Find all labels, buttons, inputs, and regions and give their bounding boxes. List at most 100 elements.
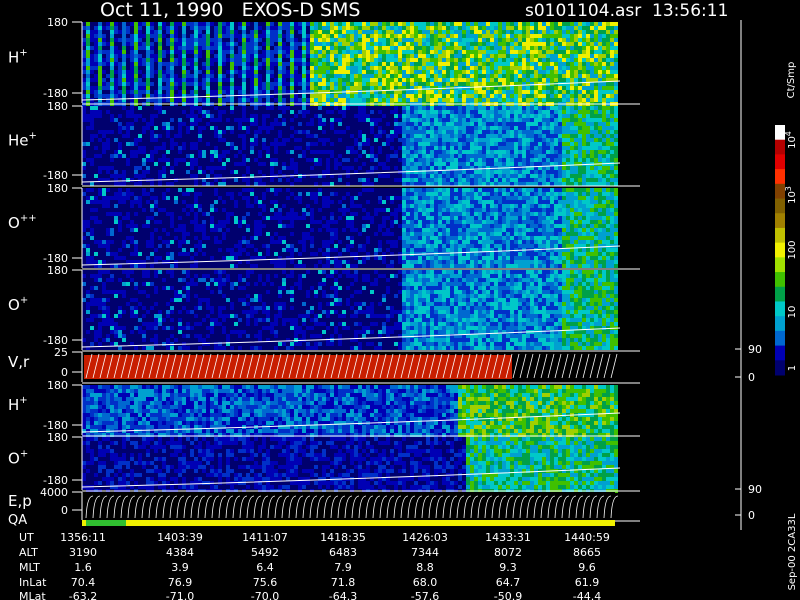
spectrogram-cell bbox=[358, 86, 362, 90]
spectrogram-cell bbox=[614, 70, 618, 74]
spectrogram-cell bbox=[598, 38, 602, 42]
spectrogram-cell bbox=[282, 86, 286, 90]
spectrogram-cell bbox=[298, 58, 302, 62]
spectrogram-cell bbox=[566, 126, 570, 130]
spectrogram-cell bbox=[602, 182, 606, 186]
spectrogram-cell bbox=[278, 114, 282, 118]
spectrogram-cell bbox=[506, 38, 510, 42]
spectrogram-cell bbox=[434, 82, 438, 86]
spectrogram-cell bbox=[470, 42, 474, 46]
spectrogram-cell bbox=[306, 38, 310, 42]
spectrogram-cell bbox=[134, 50, 138, 54]
spectrogram-cell bbox=[418, 146, 422, 150]
spectrogram-cell bbox=[146, 62, 150, 66]
spectrogram-cell bbox=[574, 182, 578, 186]
spectrogram-cell bbox=[614, 170, 618, 174]
spectrogram-cell bbox=[606, 122, 610, 126]
spectrogram-cell bbox=[542, 166, 546, 170]
spectrogram-cell bbox=[98, 178, 102, 182]
spectrogram-cell bbox=[198, 134, 202, 138]
spectrogram-cell bbox=[162, 174, 166, 178]
spectrogram-cell bbox=[494, 30, 498, 34]
spectrogram-cell bbox=[334, 30, 338, 34]
spectrogram-cell bbox=[186, 232, 190, 236]
spectrogram-cell bbox=[342, 22, 346, 26]
spectrogram-cell bbox=[450, 162, 454, 166]
spectrogram-cell bbox=[402, 58, 406, 62]
spectrogram-cell bbox=[182, 192, 186, 196]
spectrogram-cell bbox=[522, 142, 526, 146]
spectrogram-cell bbox=[594, 42, 598, 46]
spectrogram-cell bbox=[294, 54, 298, 58]
spectrogram-cell bbox=[570, 158, 574, 162]
spectrogram-cell bbox=[318, 248, 322, 252]
spectrogram-cell bbox=[578, 134, 582, 138]
spectrogram-cell bbox=[242, 46, 246, 50]
spectrogram-cell bbox=[498, 42, 502, 46]
spectrogram-cell bbox=[442, 138, 446, 142]
spectrogram-cell bbox=[426, 106, 430, 110]
spectrogram-cell bbox=[570, 90, 574, 94]
spectrogram-cell bbox=[170, 38, 174, 42]
spectrogram-cell bbox=[274, 122, 278, 126]
spectrogram-cell bbox=[466, 38, 470, 42]
spectrogram-cell bbox=[282, 216, 286, 220]
spectrogram-cell bbox=[570, 174, 574, 178]
spectrogram-cell bbox=[350, 252, 354, 256]
spectrogram-cell bbox=[398, 42, 402, 46]
spectrogram-cell bbox=[414, 90, 418, 94]
spectrogram-cell bbox=[194, 122, 198, 126]
spectrogram-cell bbox=[90, 38, 94, 42]
spectrogram-cell bbox=[526, 54, 530, 58]
spectrogram-cell bbox=[498, 26, 502, 30]
spectrogram-cell bbox=[566, 150, 570, 154]
spectrogram-cell bbox=[606, 26, 610, 30]
spectrogram-cell bbox=[158, 34, 162, 38]
spectrogram-cell bbox=[582, 74, 586, 78]
spectrogram-cell bbox=[458, 114, 462, 118]
spectrogram-cell bbox=[210, 42, 214, 46]
spectrogram-cell bbox=[170, 170, 174, 174]
spectrogram-cell bbox=[498, 50, 502, 54]
spectrogram-cell bbox=[342, 50, 346, 54]
spectrogram-cell bbox=[590, 30, 594, 34]
spectrogram-cell bbox=[134, 244, 138, 248]
spectrogram-cell bbox=[102, 192, 106, 196]
spectrogram-cell bbox=[82, 58, 86, 62]
spectrogram-cell bbox=[250, 236, 254, 240]
spectrogram-cell bbox=[330, 94, 334, 98]
spectrogram-cell bbox=[286, 212, 290, 216]
spectrogram-cell bbox=[474, 26, 478, 30]
spectrogram-cell bbox=[198, 130, 202, 134]
spectrogram-cell bbox=[302, 74, 306, 78]
spectrogram-cell bbox=[90, 46, 94, 50]
spectrogram-cell bbox=[334, 118, 338, 122]
spectrogram-cell bbox=[298, 216, 302, 220]
spectrogram-cell bbox=[390, 78, 394, 82]
spectrogram-cell bbox=[302, 70, 306, 74]
spectrogram-cell bbox=[550, 98, 554, 102]
spectrogram-cell bbox=[418, 134, 422, 138]
spectrogram-cell bbox=[286, 188, 290, 192]
spectrogram-cell bbox=[338, 58, 342, 62]
spectrogram-cell bbox=[602, 138, 606, 142]
spectrogram-cell bbox=[498, 70, 502, 74]
spectrogram-cell bbox=[578, 170, 582, 174]
spectrogram-cell bbox=[158, 42, 162, 46]
spectrogram-cell bbox=[286, 216, 290, 220]
spectrogram-cell bbox=[550, 70, 554, 74]
spectrogram-cell bbox=[162, 142, 166, 146]
spectrogram-cell bbox=[242, 42, 246, 46]
spectrogram-cell bbox=[502, 66, 506, 70]
spectrogram-cell bbox=[110, 50, 114, 54]
spectrogram-cell bbox=[582, 126, 586, 130]
spectrogram-cell bbox=[82, 224, 86, 228]
spectrogram-cell bbox=[186, 94, 190, 98]
spectrogram-cell bbox=[506, 170, 510, 174]
spectrogram-cell bbox=[382, 70, 386, 74]
spectrogram-cell bbox=[402, 118, 406, 122]
spectrogram-cell bbox=[186, 252, 190, 256]
spectrogram-cell bbox=[138, 26, 142, 30]
spectrogram-cell bbox=[598, 54, 602, 58]
spectrogram-cell bbox=[402, 46, 406, 50]
